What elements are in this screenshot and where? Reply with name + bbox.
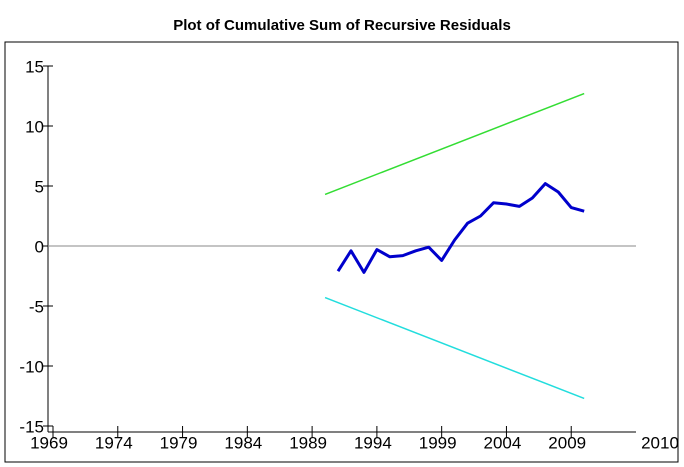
y-tick-label: 15 <box>25 57 44 76</box>
x-tick-label: 1974 <box>95 433 133 452</box>
frame <box>4 41 679 463</box>
y-tick-label: -10 <box>19 357 44 376</box>
y-tick-label: 10 <box>25 117 44 136</box>
x-tick-label: 1994 <box>354 433 392 452</box>
x-tick-label: 1969 <box>30 433 68 452</box>
chart-title: Plot of Cumulative Sum of Recursive Resi… <box>173 17 511 34</box>
series-line <box>336 182 585 274</box>
x-tick-label: 2009 <box>548 433 586 452</box>
y-tick-label: 0 <box>35 237 44 256</box>
x-tick-label: 1999 <box>419 433 457 452</box>
y-tick-label: 5 <box>35 177 44 196</box>
x-tick-label: 1979 <box>160 433 198 452</box>
series-line <box>324 296 585 400</box>
x-tick-label: 1984 <box>224 433 262 452</box>
x-end-label: 2010 <box>641 433 679 452</box>
x-tick-label: 2004 <box>484 433 522 452</box>
y-tick-label: -5 <box>29 297 44 316</box>
series-line <box>324 92 585 196</box>
x-tick-label: 1989 <box>289 433 327 452</box>
y-tick-label: -15 <box>19 417 44 436</box>
